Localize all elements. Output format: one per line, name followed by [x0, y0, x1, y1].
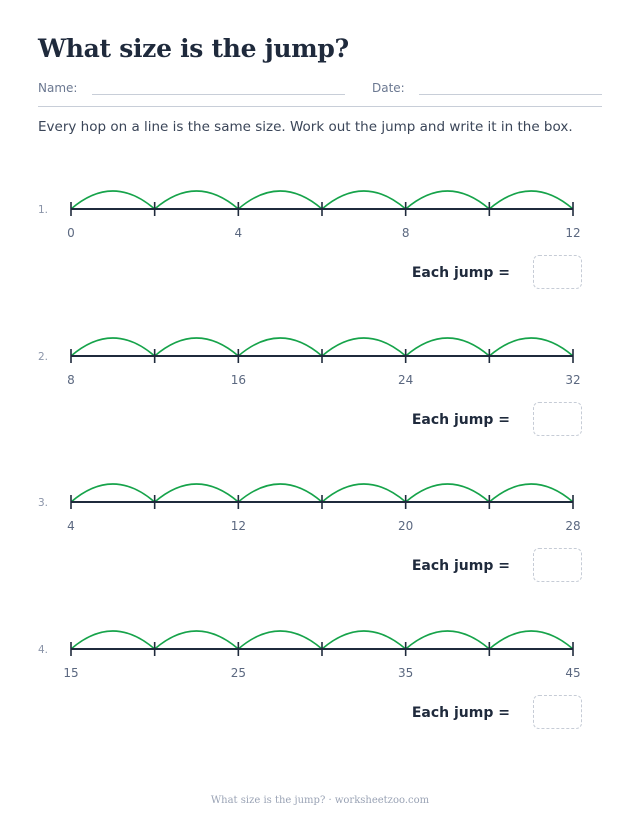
tick-label: 16 — [231, 373, 246, 387]
date-field[interactable] — [419, 94, 602, 95]
page-title: What size is the jump? — [38, 34, 349, 63]
jump-arc — [488, 190, 574, 210]
jump-arc — [154, 336, 239, 357]
tick-label: 4 — [67, 519, 75, 533]
problem-number: 3. — [38, 497, 48, 509]
jump-arc — [154, 629, 239, 650]
problem-number: 2. — [38, 351, 48, 363]
tick-label: 0 — [67, 226, 75, 240]
tick-label: 28 — [565, 519, 580, 533]
tick-label: 12 — [231, 519, 246, 533]
jump-arc — [405, 629, 490, 650]
name-field[interactable] — [92, 94, 345, 95]
jump-arc — [70, 336, 156, 357]
tick-label: 15 — [63, 666, 78, 680]
jump-arc — [237, 629, 323, 650]
problem-4: 4. 15 25 35 45 Each jump = — [0, 600, 640, 746]
jump-arc — [488, 629, 574, 650]
problem-3: 3. 4 12 20 28 Each jump = — [0, 453, 640, 599]
problem-number: 4. — [38, 644, 48, 656]
tick-label: 4 — [235, 226, 243, 240]
footer: What size is the jump? · worksheetzoo.co… — [210, 795, 430, 806]
header-divider — [38, 106, 602, 107]
jump-arc — [321, 629, 407, 650]
jump-arc — [70, 190, 156, 210]
answer-box[interactable] — [533, 401, 582, 436]
date-label: Date: — [372, 81, 405, 95]
tick-label: 25 — [231, 666, 246, 680]
number-line: 3. 4 12 20 28 — [38, 483, 581, 533]
tick-label: 8 — [67, 373, 75, 387]
answer-label: Each jump = — [411, 265, 510, 281]
tick-label: 45 — [565, 666, 580, 680]
number-line: 1. 0 4 8 12 — [38, 190, 581, 240]
jump-arc — [321, 483, 407, 503]
jump-arc — [488, 336, 574, 357]
answer-label: Each jump = — [411, 558, 510, 574]
problem-number: 1. — [38, 204, 48, 216]
jump-arc — [405, 336, 490, 357]
problem-1: 1. 0 4 8 12 Each jump = — [0, 160, 640, 306]
answer-box[interactable] — [533, 255, 582, 289]
problem-2: 2. 8 16 24 32 Each jump = — [0, 307, 640, 453]
answer-label: Each jump = — [411, 704, 510, 721]
tick-label: 8 — [402, 226, 410, 240]
jump-arc — [405, 190, 490, 210]
jump-arc — [237, 190, 323, 210]
jump-arc — [488, 483, 574, 503]
jump-arc — [405, 483, 490, 503]
jump-arc — [154, 190, 239, 210]
answer-label: Each jump = — [411, 411, 510, 428]
jump-arc — [237, 336, 323, 357]
tick-label: 35 — [398, 666, 413, 680]
tick-label: 12 — [565, 226, 580, 240]
instructions: Every hop on a line is the same size. Wo… — [38, 119, 573, 135]
answer-box[interactable] — [533, 694, 582, 729]
tick-label: 32 — [565, 373, 580, 387]
tick-label: 24 — [398, 373, 413, 387]
jump-arc — [70, 629, 156, 650]
jump-arc — [154, 483, 239, 503]
jump-arc — [70, 483, 156, 503]
jump-arc — [237, 483, 323, 503]
number-line: 2. 8 16 24 32 — [38, 336, 581, 387]
answer-box[interactable] — [533, 548, 582, 582]
jump-arc — [321, 336, 407, 357]
number-line: 4. 15 25 35 45 — [38, 629, 581, 680]
jump-arc — [321, 190, 407, 210]
name-label: Name: — [38, 81, 78, 95]
tick-label: 20 — [398, 519, 413, 533]
